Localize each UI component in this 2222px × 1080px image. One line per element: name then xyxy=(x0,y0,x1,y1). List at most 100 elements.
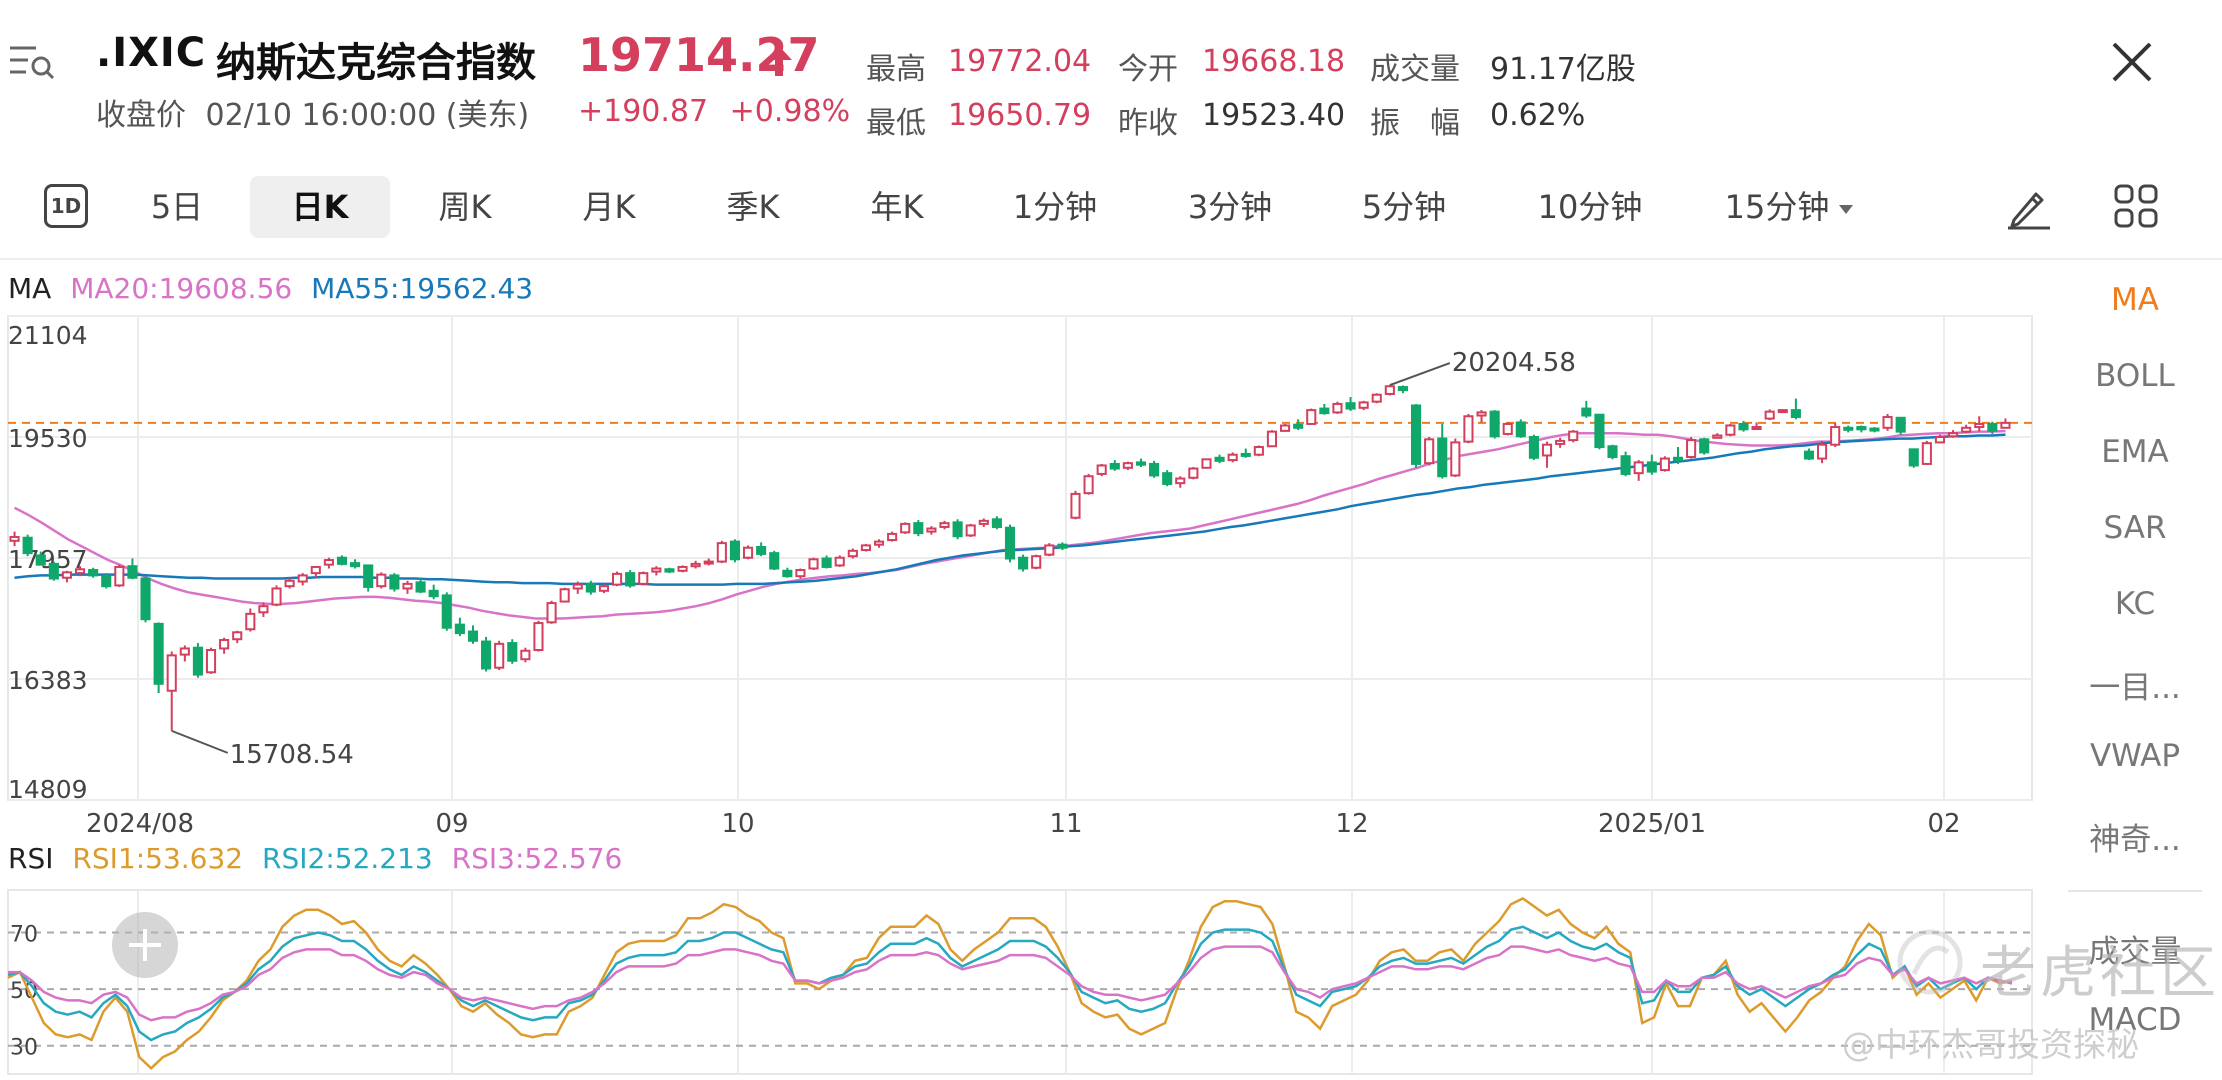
candle xyxy=(1358,400,1369,411)
candle xyxy=(1018,554,1029,572)
candle xyxy=(140,576,151,623)
candle-body xyxy=(703,560,714,565)
candle xyxy=(533,620,544,652)
candle-body xyxy=(651,567,662,573)
chevron-down-icon xyxy=(1839,204,1854,214)
ma-title: MA xyxy=(8,272,52,305)
candlestick-chart[interactable]: 21104 19530 17957 16383 14809 2024/08 09 10 11 12… xyxy=(0,300,2040,840)
tab-3min[interactable]: 3分钟 xyxy=(1187,188,1273,226)
watermark-author: @中环杰哥投资探秘 xyxy=(1842,1025,2139,1064)
candle xyxy=(1424,437,1435,466)
candle-body xyxy=(1279,424,1291,432)
candle xyxy=(1096,463,1107,477)
y-tick-label: 16383 xyxy=(8,666,88,695)
tab-yearly-k[interactable]: 年K xyxy=(870,188,924,226)
candle xyxy=(1830,423,1841,448)
candle-body xyxy=(389,574,400,590)
index-name: 纳斯达克综合指数 xyxy=(216,40,536,86)
candle xyxy=(742,545,754,560)
candle xyxy=(74,566,86,577)
candle-body xyxy=(1476,411,1487,417)
arrow-up-icon xyxy=(766,46,792,76)
candle xyxy=(690,560,701,569)
indicator-ema[interactable]: EMA xyxy=(2101,434,2169,470)
candle xyxy=(179,645,190,662)
candle-body xyxy=(1751,426,1762,431)
pencil-icon[interactable] xyxy=(2004,182,2054,232)
indicator-sar[interactable]: SAR xyxy=(2103,510,2167,546)
candle xyxy=(494,640,505,670)
candle xyxy=(2000,418,2011,429)
change-percent: +0.98% xyxy=(729,94,851,129)
indicator-boll[interactable]: BOLL xyxy=(2095,358,2175,394)
candle xyxy=(310,565,321,578)
candle-body xyxy=(1044,544,1055,556)
candle-body xyxy=(376,573,387,588)
candle xyxy=(389,573,400,592)
indicator-volume[interactable]: 成交量 xyxy=(2088,934,2182,970)
tab-monthly-k[interactable]: 月K xyxy=(582,188,636,226)
tab-quarterly-k[interactable]: 季K xyxy=(726,188,780,226)
high-annotation: 20204.58 xyxy=(1452,348,1576,378)
list-search-icon[interactable] xyxy=(6,40,58,84)
candle xyxy=(350,559,361,569)
tab-weekly-k[interactable]: 周K xyxy=(438,188,492,226)
candle xyxy=(1109,460,1120,471)
candle-body xyxy=(1843,426,1854,431)
candle-body xyxy=(1895,416,1906,433)
candle xyxy=(585,580,596,595)
indicator-macd[interactable]: MACD xyxy=(2088,1002,2182,1038)
volume-label: 成交量 xyxy=(1370,52,1460,87)
tab-10min[interactable]: 10分钟 xyxy=(1537,188,1643,226)
rsi-tick-label: 30 xyxy=(10,1036,38,1061)
candle-body xyxy=(782,569,793,578)
indicator-ichimoku[interactable]: 一目... xyxy=(2089,670,2181,706)
tab-15min-dropdown[interactable]: 15分钟 xyxy=(1714,176,1864,238)
candle-body xyxy=(1227,453,1238,462)
tab-5min[interactable]: 5分钟 xyxy=(1361,188,1447,226)
candle xyxy=(1149,460,1160,478)
candle xyxy=(1240,448,1251,458)
grid-icon[interactable] xyxy=(2112,182,2160,230)
candle xyxy=(1908,448,1919,468)
indicator-separator xyxy=(2068,890,2202,892)
candle xyxy=(1738,420,1749,432)
quote-header: .IXIC 纳斯达克综合指数 收盘价 02/10 16:00:00 (美东) 1… xyxy=(0,0,2222,160)
candle-body xyxy=(939,522,950,528)
candle-body xyxy=(454,623,465,635)
tab-daily-k[interactable]: 日K xyxy=(250,176,390,238)
candle-body xyxy=(520,649,531,661)
candle-body xyxy=(873,540,885,546)
candle xyxy=(415,577,426,594)
candle-body xyxy=(205,648,217,674)
candle xyxy=(467,625,479,644)
candle-body xyxy=(1266,430,1278,448)
amplitude-label: 振 幅 xyxy=(1370,106,1460,141)
indicator-magic[interactable]: 神奇... xyxy=(2089,822,2181,858)
candle xyxy=(101,573,112,589)
candle-body xyxy=(9,535,20,542)
candle-body xyxy=(1830,426,1841,446)
candle-body xyxy=(1908,448,1919,467)
indicator-vwap[interactable]: VWAP xyxy=(2089,738,2181,774)
plus-icon[interactable] xyxy=(112,912,178,978)
candle-body xyxy=(179,647,190,656)
candle xyxy=(991,516,1002,530)
candle xyxy=(1646,454,1657,475)
tab-5day[interactable]: 5日 xyxy=(150,188,204,226)
rsi2-line xyxy=(7,925,2013,1042)
tab-1min[interactable]: 1分钟 xyxy=(1012,188,1098,226)
ticker-symbol: .IXIC xyxy=(96,30,207,76)
candle xyxy=(1882,413,1893,431)
candle xyxy=(1201,458,1212,469)
candle-body xyxy=(1240,452,1251,457)
candle-body xyxy=(1397,386,1409,392)
close-icon[interactable] xyxy=(2108,38,2156,86)
candle-body xyxy=(1672,456,1684,462)
one-day-icon[interactable]: 1D xyxy=(44,184,88,228)
indicator-kc[interactable]: KC xyxy=(2114,586,2156,622)
candle-body xyxy=(952,521,963,538)
indicator-ma[interactable]: MA xyxy=(2111,282,2159,318)
candle xyxy=(572,581,583,594)
